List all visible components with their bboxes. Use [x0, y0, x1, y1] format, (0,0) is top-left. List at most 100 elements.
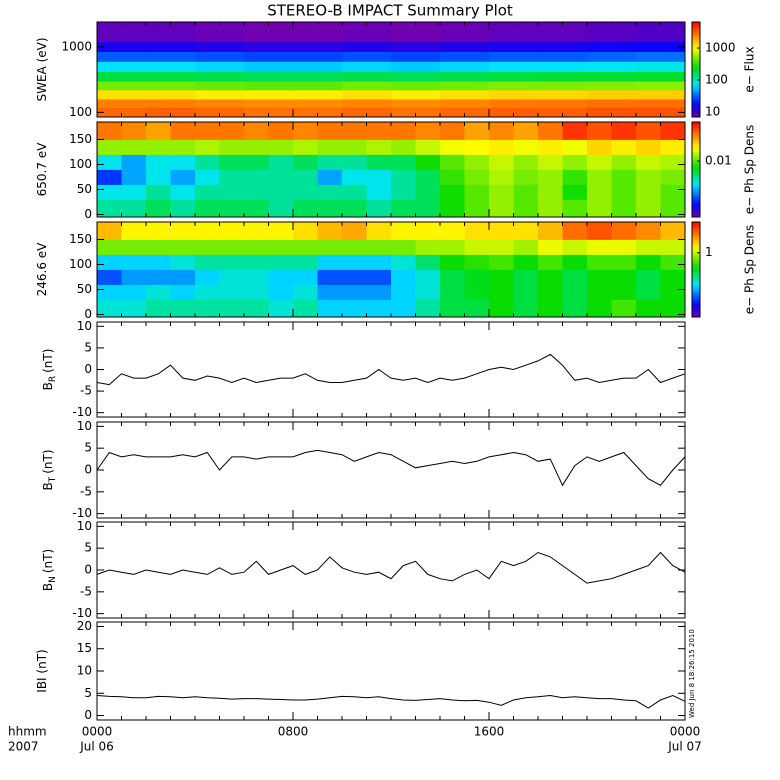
heatmap-cell — [562, 222, 588, 240]
heatmap-cell — [268, 222, 294, 240]
heatmap-cell — [293, 169, 318, 185]
y-tick-label: 5 — [84, 686, 92, 700]
heatmap-cell — [317, 284, 343, 300]
heatmap-cell — [415, 154, 441, 170]
heatmap-cell — [440, 184, 465, 200]
y-label-unit: (nT) — [41, 449, 55, 473]
heatmap-cell — [611, 154, 637, 170]
heatmap-cell — [611, 284, 637, 300]
heatmap-cell — [97, 269, 122, 285]
y-tick-label: 10 — [77, 519, 92, 533]
data-line — [96, 551, 686, 584]
colorbar-tick-label: 100 — [705, 73, 728, 87]
heatmap-cell — [342, 184, 367, 200]
heatmap-cell — [489, 284, 514, 300]
heatmap-cell — [391, 154, 416, 170]
heatmap-cell — [464, 184, 490, 200]
heatmap-cell — [121, 299, 147, 318]
heatmap-cell — [391, 299, 416, 318]
heatmap-cell — [611, 239, 637, 255]
heatmap-cell — [611, 222, 637, 240]
heatmap-cell — [317, 169, 343, 185]
y-tick-label: -5 — [80, 384, 92, 398]
heatmap-cell — [244, 22, 294, 43]
data-line — [96, 449, 686, 487]
heatmap-cell — [342, 269, 367, 285]
heatmap-cell — [636, 89, 686, 100]
heatmap-cell — [219, 239, 245, 255]
y-tick-label: 10 — [77, 419, 92, 433]
heatmap-cell — [440, 22, 490, 43]
heatmap-cell — [342, 71, 392, 82]
heatmap-cell — [562, 184, 588, 200]
heatmap-cell — [121, 254, 147, 270]
heatmap-cell — [195, 71, 245, 82]
y-tick-label: 0 — [84, 708, 92, 722]
heatmap-cell — [587, 299, 612, 318]
heatmap-cell — [293, 41, 343, 52]
heatmap-cell — [195, 184, 220, 200]
heatmap-cell — [317, 254, 343, 270]
heatmap-cell — [244, 199, 269, 218]
heatmap-cell — [636, 269, 661, 285]
heatmap-cell — [244, 299, 269, 318]
heatmap-cell — [268, 184, 294, 200]
heatmap-cell — [317, 154, 343, 170]
y-tick-label: 0 — [84, 563, 92, 577]
heatmap-cell — [440, 169, 465, 185]
heatmap-cell — [440, 61, 490, 72]
heatmap-cell — [342, 154, 367, 170]
heatmap-cell — [538, 89, 588, 100]
colorbar-tick-label: 1000 — [705, 41, 736, 55]
heatmap-cell — [391, 284, 416, 300]
heatmap-cell — [562, 169, 588, 185]
heatmap-cell — [391, 222, 416, 240]
heatmap-cell — [611, 199, 637, 218]
heatmap-cell — [464, 122, 490, 140]
heatmap-cell — [97, 139, 122, 155]
heatmap-cell — [342, 99, 392, 108]
heatmap-cell — [562, 284, 588, 300]
heatmap-cell — [513, 239, 539, 255]
x-tick-label: 0000 — [670, 725, 701, 739]
heatmap-cell — [440, 199, 465, 218]
heatmap-cell — [342, 122, 367, 140]
heatmap-cell — [342, 199, 367, 218]
heatmap-cell — [195, 254, 220, 270]
heatmap-cell — [146, 41, 196, 52]
heatmap-cell — [293, 222, 318, 240]
heatmap-cell — [636, 61, 686, 72]
heatmap-cell — [244, 169, 269, 185]
heatmap-cell — [489, 51, 539, 62]
heatmap-cell — [97, 239, 122, 255]
y-tick-label: 0 — [84, 307, 92, 321]
heatmap-cell — [464, 269, 490, 285]
heatmap-cell — [97, 51, 147, 62]
heatmap-cell — [513, 169, 539, 185]
heatmap-cell — [391, 81, 441, 91]
heatmap-cell — [342, 51, 392, 62]
heatmap-cell — [562, 269, 588, 285]
heatmap-cell — [121, 122, 147, 140]
heatmap-cell — [146, 99, 196, 108]
y-tick-label: 10 — [77, 664, 92, 678]
heatmap-cell — [219, 154, 245, 170]
heatmap-cell — [146, 239, 171, 255]
heatmap-cell — [342, 169, 367, 185]
heatmap-cell — [489, 22, 539, 43]
heatmap-cell — [97, 41, 147, 52]
colorbar-tick-label: 0.01 — [705, 154, 732, 168]
y-tick-label: 50 — [77, 182, 92, 196]
heatmap-cell — [366, 122, 392, 140]
heatmap-cell — [489, 239, 514, 255]
heatmap-cell — [636, 139, 661, 155]
heatmap-cell — [195, 239, 220, 255]
y-axis-label: IBI (nT) — [35, 649, 49, 692]
heatmap-cell — [121, 199, 147, 218]
heatmap-cell — [513, 199, 539, 218]
heatmap-cell — [244, 254, 269, 270]
heatmap-cell — [170, 254, 196, 270]
heatmap-cell — [366, 139, 392, 155]
heatmap-cell — [611, 299, 637, 318]
heatmap-cell — [636, 71, 686, 82]
